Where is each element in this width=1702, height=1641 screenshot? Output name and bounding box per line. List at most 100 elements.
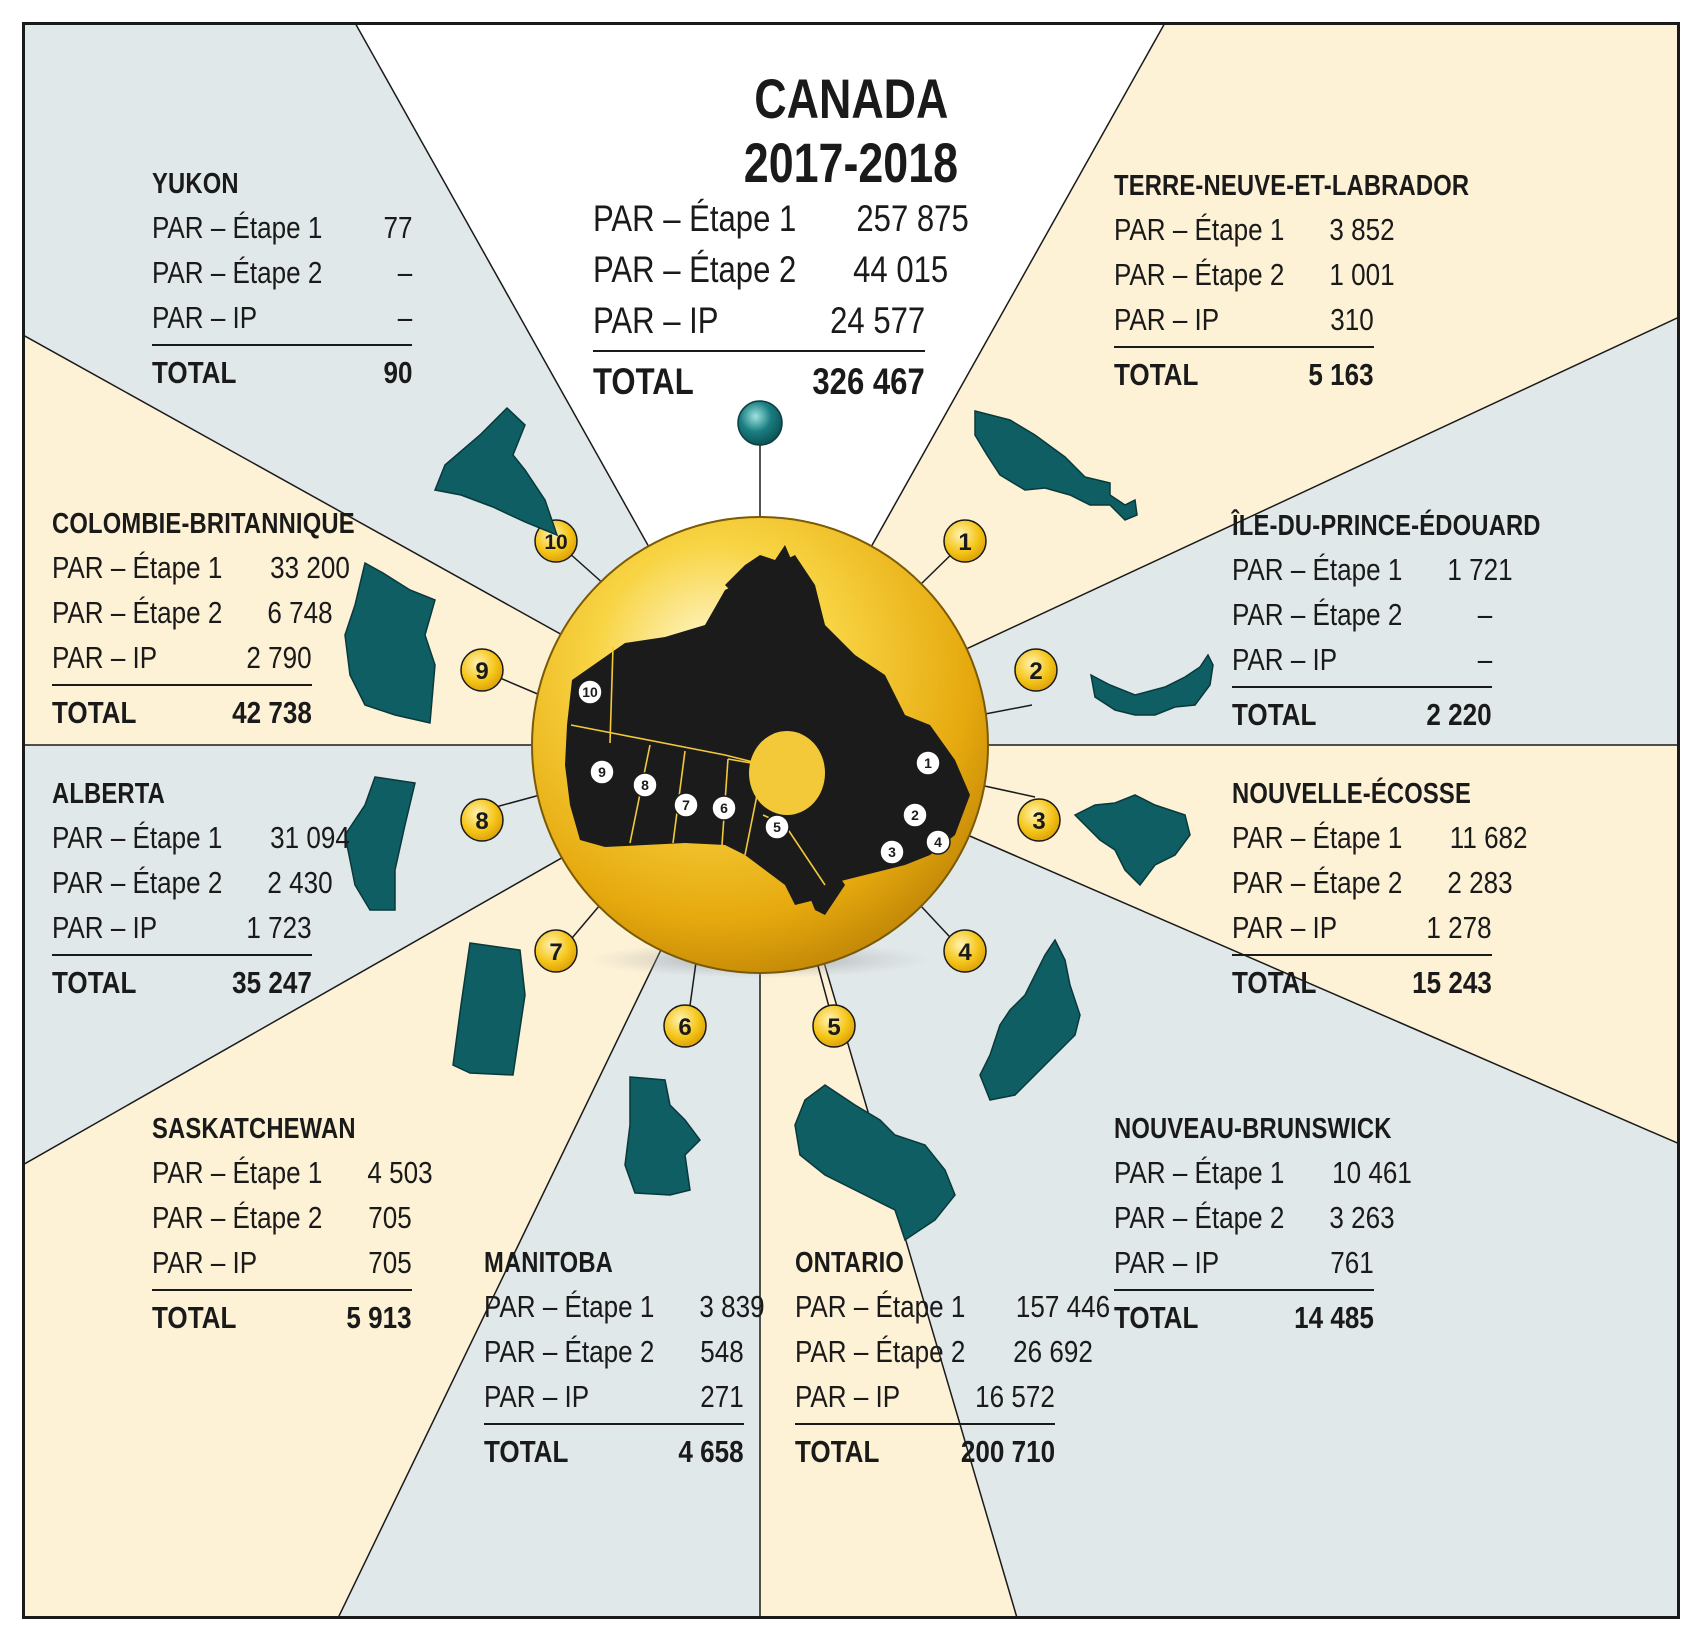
yukon-shape-icon [433,406,559,537]
divider [152,1289,412,1291]
region-total: TOTAL 35 247 [52,965,312,1000]
canada-row: PAR – IP 24 577 [593,300,925,341]
badge-4: 4 [943,929,987,973]
globe-marker-6: 6 [711,795,737,821]
region-total: TOTAL 5 913 [152,1300,412,1335]
badge-7: 7 [534,929,578,973]
badge-8: 8 [460,798,504,842]
page-title-line1: CANADA [753,67,949,130]
canada-totals-block: PAR – Étape 1 257 875 PAR – Étape 2 44 015… [593,193,969,412]
badge-1: 1 [943,519,987,563]
region-total: TOTAL 200 710 [795,1434,1055,1469]
badge-3: 3 [1017,798,1061,842]
svg-text:10: 10 [544,531,567,554]
svg-text:9: 9 [475,658,488,685]
canada-row: PAR – Étape 2 44 015 [593,249,949,290]
sector-saskatchewan [25,745,760,1616]
region-name: ÎLE-DU-PRINCE-ÉDOUARD [1232,510,1541,542]
divider [1232,954,1492,956]
divider [52,954,312,956]
svg-text:6: 6 [720,800,728,816]
region-total: TOTAL 5 163 [1114,357,1374,392]
region-block-nouvelle-ecosse: NOUVELLE-ÉCOSSE PAR – Étape 1 11 682 PAR … [1232,773,1527,1010]
nouvelle-ecosse-shape-icon [1073,794,1191,887]
globe-marker-7: 7 [673,792,699,818]
alberta-shape-icon [344,776,416,911]
svg-text:5: 5 [827,1014,840,1041]
saskatchewan-shape-icon [452,942,526,1076]
ontario-shape-icon [794,1084,956,1242]
region-name: SASKATCHEWAN [152,1113,356,1145]
region-total: TOTAL 4 658 [484,1434,744,1469]
badge-9: 9 [460,648,504,692]
sector-yukon [25,25,760,745]
region-total: TOTAL 15 243 [1232,965,1492,1000]
ipe-shape-icon [1089,653,1214,716]
infographic-frame: 10 9 8 7 6 5 1 2 4 3 1 2 3 4 5 6 7 8 9 1… [22,22,1680,1619]
region-name: COLOMBIE-BRITANNIQUE [52,508,355,540]
badge-5: 5 [812,1004,856,1048]
region-block-alberta: ALBERTA PAR – Étape 1 31 094 PAR – Étape … [52,773,350,1010]
svg-text:4: 4 [958,939,972,966]
region-block-colombie-britannique: COLOMBIE-BRITANNIQUE PAR – Étape 1 33 200… [52,503,355,740]
divider [1114,346,1374,348]
manitoba-shape-icon [624,1076,701,1196]
region-block-ontario: ONTARIO PAR – Étape 1 157 446 PAR – Étape… [795,1242,1110,1479]
region-total: TOTAL 90 [152,355,412,390]
svg-text:2: 2 [911,807,919,823]
divider [152,344,412,346]
svg-text:1: 1 [924,755,932,771]
canada-total-row: TOTAL 326 467 [593,361,925,402]
colombie-britannique-shape-icon [344,561,436,724]
svg-text:6: 6 [678,1014,691,1041]
region-name: TERRE-NEUVE-ET-LABRADOR [1114,170,1470,202]
svg-text:3: 3 [1032,808,1045,835]
background-sectors: 10 9 8 7 6 5 1 2 4 3 1 2 3 4 5 6 7 8 9 1… [25,25,1677,1616]
region-total: TOTAL 42 738 [52,695,312,730]
terre-neuve-shape-icon [974,410,1138,521]
region-block-yukon: YUKON PAR – Étape 1 77 PAR – Étape 2– PAR… [152,163,412,400]
page-title: CANADA 2017-2018 [25,67,1677,195]
globe-marker-5: 5 [764,814,790,840]
badge-6: 6 [663,1004,707,1048]
globe-marker-4: 4 [925,829,951,855]
svg-text:4: 4 [934,834,942,850]
globe-marker-9: 9 [589,759,615,785]
svg-text:1: 1 [958,529,971,556]
svg-text:2: 2 [1029,658,1042,685]
globe-marker-3: 3 [879,839,905,865]
globe-marker-10: 10 [577,679,603,705]
svg-text:8: 8 [475,808,488,835]
divider [1232,686,1492,688]
svg-text:10: 10 [582,684,598,700]
globe-marker-1: 1 [915,750,941,776]
svg-text:5: 5 [773,819,781,835]
svg-text:3: 3 [888,844,896,860]
globe-marker-8: 8 [632,772,658,798]
region-name: YUKON [152,168,239,200]
sector-nouveau-brunswick [760,745,1677,1616]
region-name: ALBERTA [52,778,165,810]
pin-head-icon [737,400,783,446]
region-total: TOTAL 2 220 [1232,697,1492,732]
divider [795,1423,1055,1425]
svg-text:7: 7 [682,797,690,813]
divider [1114,1289,1374,1291]
divider [593,350,925,352]
divider [484,1423,744,1425]
province-silhouettes [344,406,1214,1242]
svg-text:8: 8 [641,777,649,793]
svg-text:9: 9 [598,764,606,780]
region-total: TOTAL 14 485 [1114,1300,1374,1335]
sector-top-white [356,25,1164,745]
page-title-line2: 2017-2018 [743,131,959,194]
svg-text:7: 7 [549,939,562,966]
nouveau-brunswick-shape-icon [979,938,1081,1101]
sector-terre-neuve [760,25,1677,745]
region-name: ONTARIO [795,1247,905,1279]
canada-map-icon [565,545,970,915]
